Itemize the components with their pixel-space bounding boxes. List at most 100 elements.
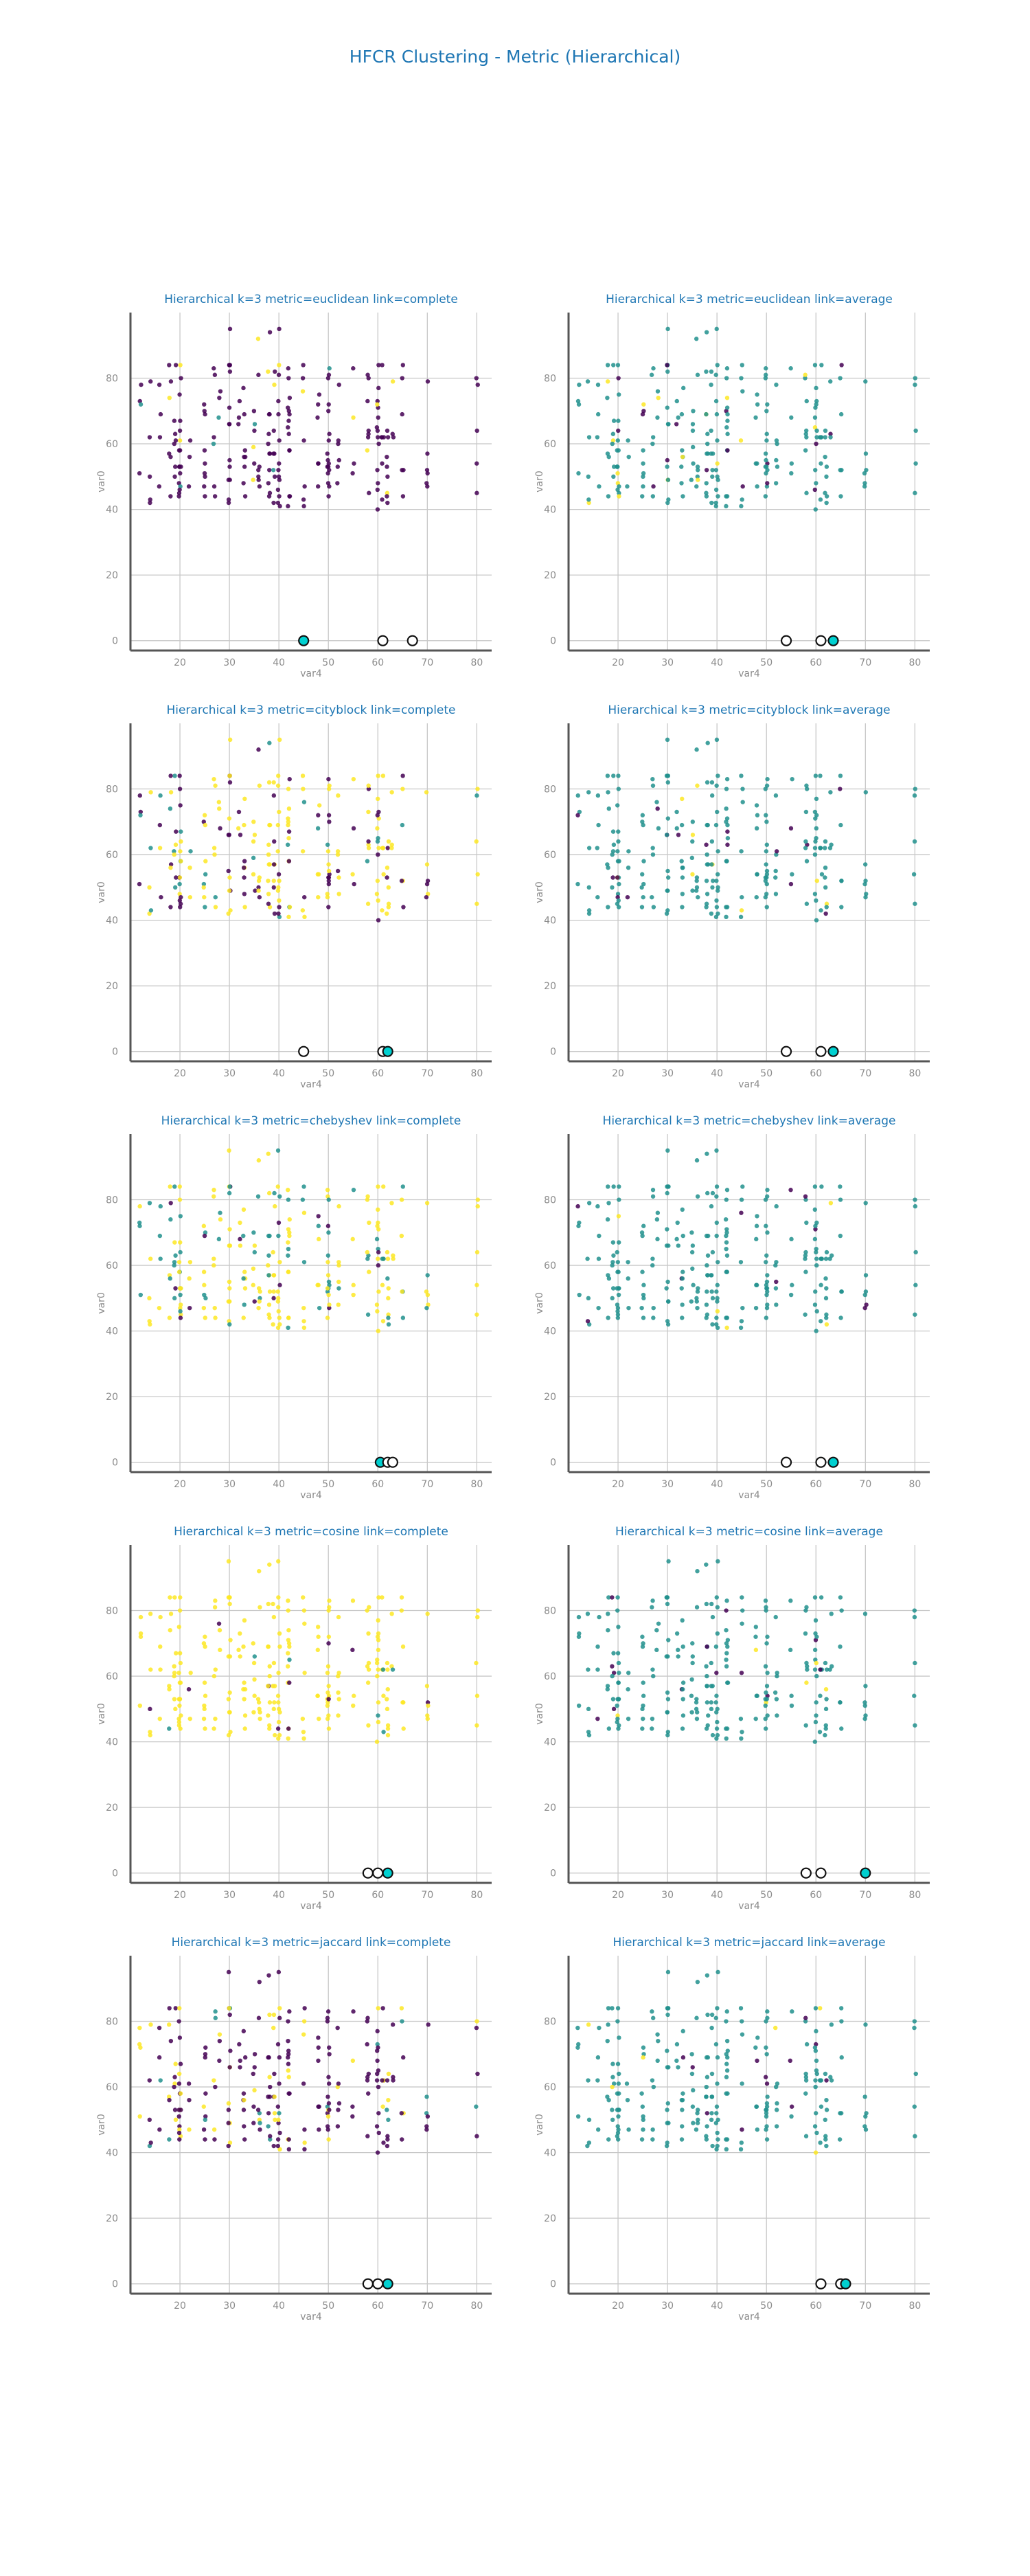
centroid-marker [298,1046,310,1057]
data-point [725,842,730,847]
y-tick-label: 0 [112,2279,118,2290]
data-point [242,822,247,828]
data-point [714,1289,719,1294]
data-point [316,1634,321,1639]
data-point [227,405,232,410]
y-axis-label: var0 [96,1703,107,1725]
data-point [226,2143,231,2149]
data-point [385,435,391,440]
data-point [641,2114,645,2119]
data-point [641,474,645,479]
data-point [257,875,262,880]
y-tick-label: 0 [112,636,118,647]
data-point [803,376,808,381]
data-point [425,1273,430,1278]
data-point [211,1188,216,1193]
data-point [376,773,380,778]
data-point [255,2108,261,2112]
data-point [764,1608,768,1613]
x-tick-label: 30 [661,657,674,668]
data-point [226,911,231,916]
data-point [763,451,768,456]
data-point [626,1276,630,1281]
x-tick-label: 80 [908,2301,921,2312]
data-point [814,918,819,923]
data-point [814,796,819,802]
data-point [326,875,332,880]
data-point [803,1608,808,1613]
data-point [863,379,868,384]
data-point [839,1726,844,1731]
data-point [168,1276,172,1281]
data-point [713,468,719,473]
data-point [179,376,183,381]
data-point [615,1703,619,1708]
centroid-marker [407,635,418,646]
data-point [241,385,246,391]
data-point [203,2091,208,2096]
data-point [680,448,685,453]
data-point [276,398,281,404]
data-point [187,2097,192,2103]
y-tick-label: 20 [106,570,118,581]
data-point [301,1260,307,1265]
x-tick-label: 20 [612,1479,624,1490]
data-point [704,2094,709,2099]
data-point [271,1706,276,1712]
data-point [277,477,282,482]
data-point [715,363,720,368]
data-point [615,1595,620,1600]
data-point [376,415,380,420]
data-point [227,464,232,469]
data-point [474,793,479,798]
data-point [790,872,794,877]
data-point [764,471,768,476]
data-point [385,1256,391,1261]
data-point [818,2006,823,2011]
data-point [275,1184,280,1189]
data-point [823,454,827,460]
data-point [753,1634,758,1639]
data-point [724,1269,729,1274]
data-point [724,1188,730,1193]
data-point [615,471,620,476]
data-point [287,777,292,782]
data-point [302,1621,307,1626]
data-point [665,1697,671,1702]
data-point [375,428,380,433]
data-point [812,1667,818,1672]
data-point [606,1627,610,1633]
data-point [385,428,390,433]
data-point [611,1706,617,1712]
data-point [615,1713,620,1718]
data-point [375,468,380,473]
data-point [695,2111,700,2116]
data-point [710,1250,716,1255]
centroid-marker [382,2278,393,2290]
data-point [803,1194,808,1199]
data-point [336,1697,341,1702]
data-point [159,894,163,900]
data-point [173,2061,178,2066]
data-point [238,1243,243,1248]
data-point [350,1598,356,1603]
data-point [365,2042,369,2047]
data-point [365,2015,370,2020]
data-point [148,790,153,795]
data-point [424,2127,429,2132]
data-point [271,780,276,785]
data-point [177,1608,183,1613]
x-tick-label: 30 [661,2301,674,2312]
data-point [713,2015,718,2020]
data-point [725,431,730,436]
data-point [216,1236,222,1242]
data-point [173,885,178,890]
data-point [765,481,770,486]
data-point [755,2035,760,2040]
data-point [271,1601,275,1607]
data-point [716,773,720,778]
data-point [203,1230,208,1235]
data-point [174,875,179,880]
centroid-marker [815,1867,827,1879]
data-point [325,1273,331,1278]
